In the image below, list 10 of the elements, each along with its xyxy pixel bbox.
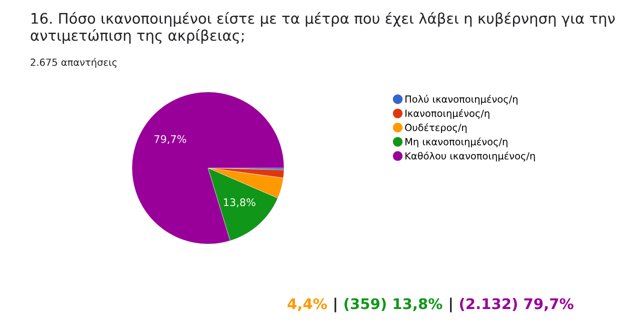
legend-label: Ικανοποιημένος/η [405, 109, 490, 119]
legend-label: Ουδέτερος/η [405, 123, 467, 134]
data-label: 13,8% [224, 198, 256, 208]
legend-label: Μη ικανοποιημένος/η [405, 137, 508, 148]
legend-label: Πολύ ικανοποιημένος/η [405, 94, 518, 105]
chart-title: 16. Πόσο ικανοποιημένοι είστε με τα μέτρα που έχει λάβει η κυβέρνηση για την αντιμετώπιση της ακρίβειας; [30, 12, 615, 44]
data-label: 79,7% [154, 135, 186, 144]
chart-subtitle: 2.675 απαντήσεις [30, 58, 116, 68]
legend-label: Καθόλου ικανοποιημένος/η [405, 152, 535, 162]
text: 4,4% | (359) 13,8% | (2.132) 79,7% [288, 298, 574, 312]
